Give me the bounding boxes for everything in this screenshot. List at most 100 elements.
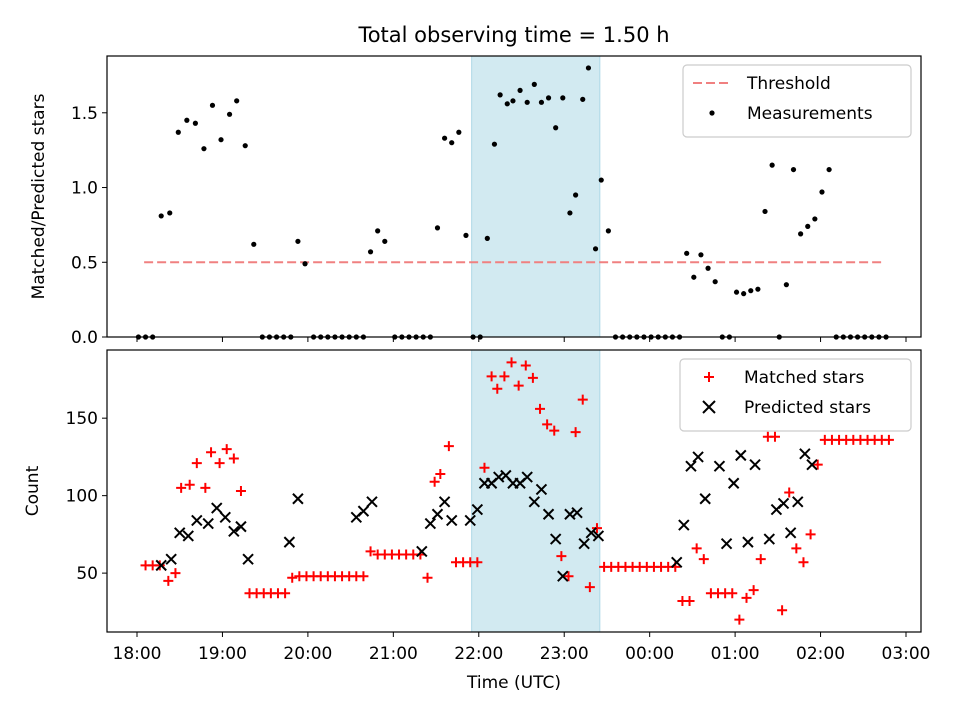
highlight-band: [471, 55, 601, 338]
x-tick-label: 20:00: [283, 644, 332, 664]
measurement-point: [484, 235, 490, 241]
measurement-point: [524, 99, 530, 105]
matched-star-point: [591, 523, 602, 534]
y-tick-label: 0.0: [71, 328, 98, 348]
measurement-point: [748, 288, 754, 294]
matched-star-point: [584, 582, 595, 593]
predicted-star-point: [521, 471, 533, 483]
matched-star-point: [570, 427, 581, 438]
matched-star-point: [492, 383, 503, 394]
predicted-star-point: [720, 537, 733, 550]
y-tick-label: 0.5: [71, 253, 98, 273]
matched-star-point: [358, 571, 369, 582]
matched-star-point: [748, 585, 759, 596]
predicted-star-point: [228, 525, 240, 537]
measurement-point: [755, 286, 761, 292]
matched-star-point: [698, 554, 709, 565]
matched-star-point: [221, 444, 232, 455]
predicted-star-point: [191, 514, 203, 527]
measurement-point: [497, 92, 503, 98]
y-axis-label: Count: [23, 465, 43, 516]
matched-star-point: [154, 560, 165, 571]
measurement-point: [226, 111, 233, 117]
matched-star-point: [163, 575, 174, 586]
predicted-star-point: [699, 493, 711, 505]
measurement-point: [553, 125, 559, 131]
measurement-point: [790, 166, 797, 173]
predicted-star-point: [416, 545, 428, 558]
measurement-point: [192, 120, 198, 126]
matched-star-point: [200, 482, 211, 493]
matched-star-point: [214, 458, 225, 469]
legend-box: [682, 64, 912, 138]
matched-star-point: [365, 546, 376, 557]
matched-star-point: [812, 459, 823, 470]
matched-star-point: [727, 588, 738, 599]
matched-star-point: [235, 486, 246, 496]
plot-frame: [106, 349, 922, 633]
measurement-point: [175, 129, 181, 135]
matched-star-point: [798, 557, 809, 568]
legend-measurement-swatch: [709, 110, 715, 116]
predicted-star-point: [535, 483, 548, 496]
predicted-star-point: [182, 530, 194, 542]
predicted-star-point: [763, 533, 775, 545]
x-tick-label: 00:00: [625, 644, 674, 664]
measurement-point: [456, 129, 462, 135]
predicted-star-point: [749, 458, 761, 471]
matched-star-point: [805, 529, 816, 540]
y-axis-label: Matched/Predicted stars: [29, 93, 49, 299]
measurement-point: [158, 213, 164, 219]
predicted-star-point: [685, 460, 697, 472]
measurement-point: [434, 225, 441, 231]
predicted-star-point: [202, 517, 214, 530]
legend-predicted-swatch: [702, 400, 716, 414]
measurement-point: [585, 65, 592, 71]
measurement-point: [367, 249, 374, 255]
measurement-point: [567, 210, 573, 216]
measurement-point: [691, 274, 697, 280]
matched-star-point: [577, 394, 588, 405]
y-tick-label: 1.5: [71, 104, 98, 124]
measurement-point: [733, 289, 740, 295]
predicted-star-point: [235, 520, 247, 533]
predicted-star-point: [464, 514, 476, 527]
matched-star-point: [741, 592, 752, 603]
measurement-point: [705, 265, 711, 271]
matched-star-point: [542, 419, 553, 430]
matched-star-point: [549, 425, 560, 436]
matched-star-point: [684, 596, 695, 607]
measurement-point: [251, 241, 257, 247]
x-tick-label: 01:00: [711, 644, 760, 664]
predicted-star-point: [799, 448, 811, 460]
measurement-point: [201, 146, 207, 152]
x-tick-label: 03:00: [882, 644, 931, 664]
y-tick-label: 100: [66, 487, 98, 507]
predicted-star-point: [806, 458, 818, 471]
measurement-point: [573, 192, 579, 198]
top-panel: 0.0 0.5 1.0 1.5 Matched/Predicted stars Thres…: [29, 55, 922, 348]
matched-star-point: [472, 557, 483, 568]
predicted-star-point: [431, 508, 444, 520]
predicted-star-point: [165, 553, 177, 565]
measurement-point: [531, 81, 537, 87]
predicted-star-point: [671, 556, 683, 568]
matched-star-point: [228, 453, 239, 464]
legend-label: Threshold: [746, 74, 831, 94]
matched-star-point: [777, 605, 788, 616]
predicted-star-point: [727, 477, 740, 489]
measurement-point: [463, 232, 469, 238]
measurement-point: [375, 228, 381, 234]
predicted-star-point: [292, 493, 304, 505]
predicted-star-point: [784, 527, 797, 539]
measurement-point: [218, 137, 224, 143]
measurement-point: [769, 162, 775, 168]
matched-star-point: [691, 543, 702, 554]
x-tick-label: 23:00: [540, 644, 589, 664]
predicted-star-point: [735, 449, 747, 462]
measurement-point: [560, 95, 566, 101]
predicted-star-point: [219, 511, 232, 524]
predicted-star-point: [585, 527, 597, 539]
